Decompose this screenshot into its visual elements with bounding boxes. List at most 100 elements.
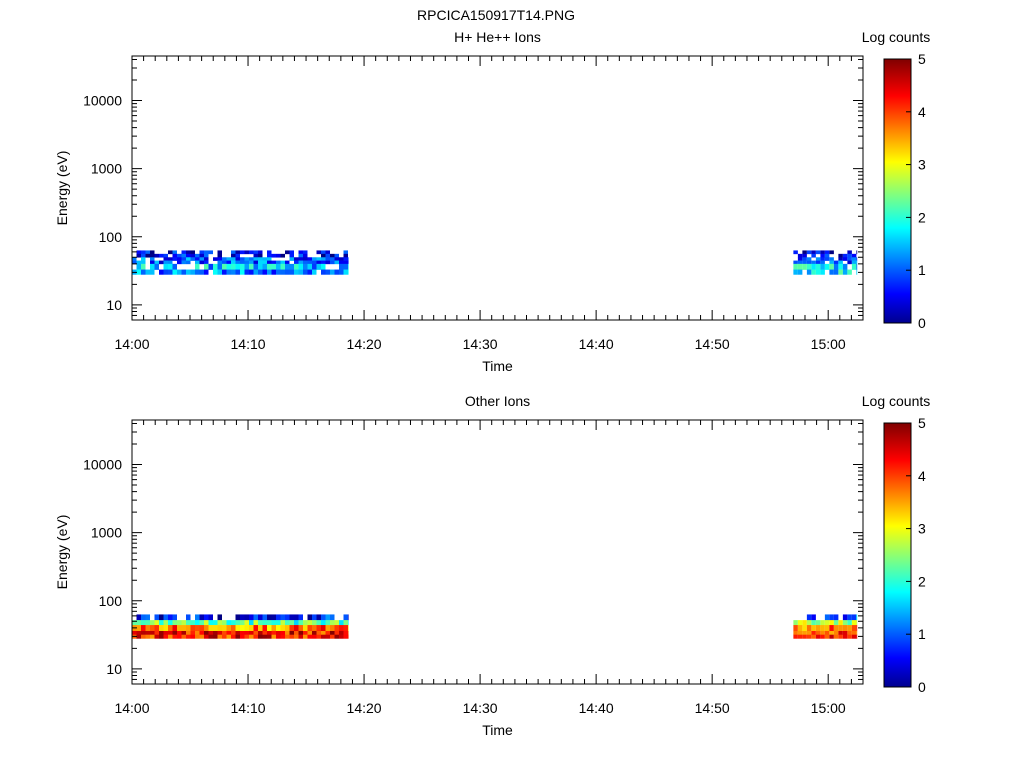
data-cell	[307, 630, 312, 636]
data-cell	[321, 250, 326, 255]
data-cell	[842, 253, 848, 258]
x-tick-label: 14:20	[347, 336, 382, 352]
data-cell	[838, 260, 843, 265]
data-cell	[303, 634, 308, 639]
data-cell	[262, 614, 267, 621]
data-cell	[253, 620, 258, 626]
data-cell	[244, 269, 249, 275]
data-cell	[280, 263, 285, 270]
data-cell	[325, 634, 330, 639]
data-cell	[136, 250, 141, 255]
data-cell	[136, 253, 141, 258]
data-cell	[181, 630, 186, 636]
x-axis-label: Time	[482, 722, 513, 738]
data-cell	[199, 250, 204, 255]
data-cell	[316, 250, 321, 255]
data-cell	[204, 269, 209, 275]
data-cell	[181, 257, 186, 261]
data-cell	[145, 630, 150, 636]
data-cell	[316, 625, 321, 632]
data-cell	[186, 614, 191, 621]
data-cell	[842, 634, 848, 639]
data-cell	[190, 257, 195, 261]
data-cell	[150, 269, 155, 275]
data-cell	[235, 634, 240, 639]
data-cell	[177, 269, 182, 275]
data-cell	[253, 614, 258, 621]
x-tick-label: 14:30	[463, 336, 498, 352]
data-cell	[208, 250, 213, 255]
data-cell	[159, 253, 164, 258]
x-tick-label: 14:50	[695, 700, 730, 716]
x-tick-label: 15:00	[811, 700, 846, 716]
data-cell	[294, 625, 299, 632]
data-cell	[208, 620, 213, 626]
data-cell	[172, 625, 177, 632]
data-cell	[208, 625, 213, 632]
data-cell	[833, 260, 839, 265]
data-cell	[289, 625, 294, 632]
data-cell	[815, 630, 821, 636]
data-cell	[797, 260, 803, 265]
data-cell	[312, 625, 317, 632]
data-cell	[199, 634, 204, 639]
data-cell	[235, 257, 240, 261]
data-cell	[289, 263, 294, 270]
data-cell	[316, 263, 321, 270]
data-cell	[806, 634, 812, 639]
colorbar-label: Log counts	[862, 29, 931, 45]
y-tick-label: 10	[106, 661, 122, 677]
data-cell	[806, 620, 812, 626]
data-cell	[195, 620, 200, 626]
data-cell	[343, 263, 348, 270]
data-cell	[271, 620, 276, 626]
data-cell	[321, 269, 326, 275]
data-cell	[298, 263, 303, 270]
y-tick-label: 10000	[83, 457, 122, 473]
data-cell	[802, 260, 807, 265]
data-cell	[285, 614, 290, 621]
data-cell	[289, 620, 294, 626]
data-cell	[199, 253, 204, 258]
data-cell	[186, 269, 191, 275]
data-cell	[820, 253, 825, 258]
data-cell	[316, 634, 321, 639]
data-cell	[280, 614, 285, 621]
data-cell	[829, 620, 834, 626]
data-cell	[195, 260, 200, 265]
data-cell	[217, 257, 222, 261]
data-cell	[177, 630, 182, 636]
data-cell	[168, 620, 173, 626]
data-cell	[842, 620, 848, 626]
data-cell	[186, 250, 191, 255]
data-cell	[253, 257, 258, 261]
data-cell	[289, 614, 294, 621]
data-cell	[145, 634, 150, 639]
data-cell	[150, 253, 155, 258]
colorbar: Log counts 0 1 2 3 4 5	[862, 393, 931, 695]
colorbar-tick-label: 4	[918, 468, 926, 484]
data-cell	[298, 250, 303, 255]
data-cell	[235, 253, 240, 258]
data-cell	[208, 263, 213, 270]
data-cell	[258, 257, 263, 261]
data-cell	[316, 630, 321, 636]
data-cell	[343, 625, 348, 632]
data-cell	[838, 620, 843, 626]
data-cell	[824, 263, 830, 270]
data-cell	[213, 625, 218, 632]
data-cell	[294, 257, 299, 261]
data-cell	[226, 269, 231, 275]
data-cell	[838, 263, 843, 270]
data-cell	[222, 260, 227, 265]
data-cell	[312, 263, 317, 270]
data-cell	[213, 630, 218, 636]
colorbar-tick-label: 3	[918, 521, 926, 537]
data-cell	[235, 269, 240, 275]
data-cell	[280, 625, 285, 632]
data-cell	[195, 263, 200, 270]
data-cell	[289, 269, 294, 275]
data-cell	[829, 614, 834, 621]
data-cell	[793, 250, 798, 255]
data-cell	[186, 260, 191, 265]
